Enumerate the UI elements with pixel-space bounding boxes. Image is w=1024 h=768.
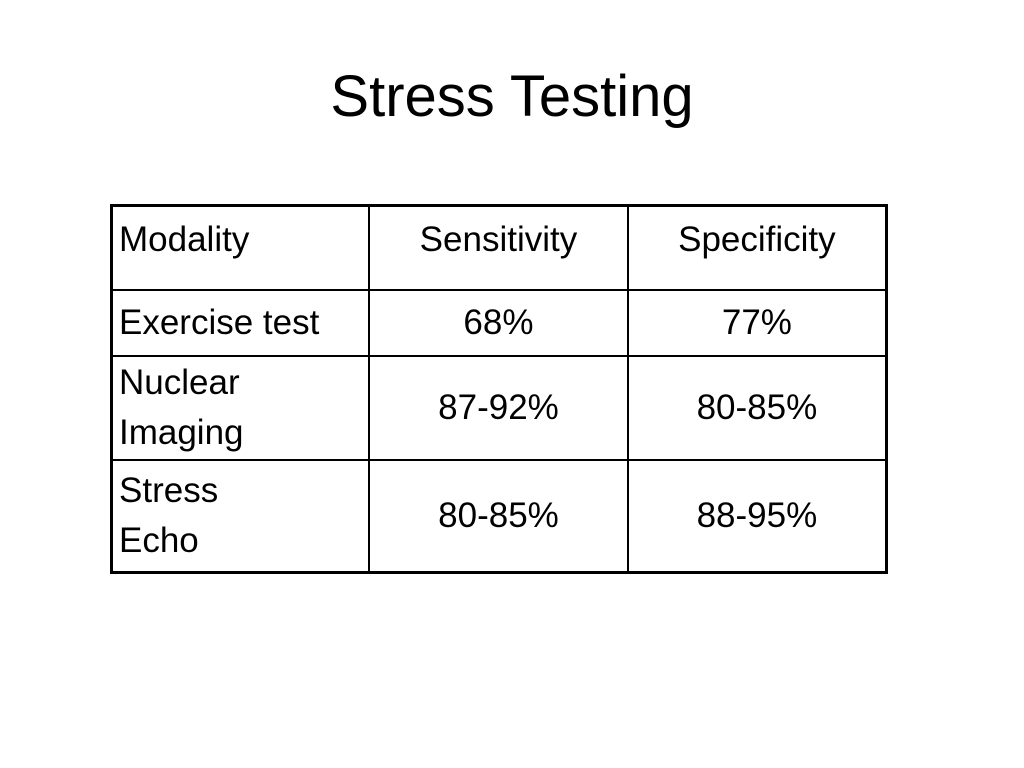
header-modality: Modality [110, 204, 371, 291]
sensitivity-cell: 68% [368, 289, 629, 357]
slide-title: Stress Testing [330, 64, 694, 129]
sensitivity-cell: 80-85% [368, 459, 629, 574]
modality-cell: Exercise test [110, 289, 371, 357]
table-row: Nuclear Imaging 87-92% 80-85% [110, 355, 888, 461]
stress-testing-table: Modality Sensitivity Specificity Exercis… [110, 204, 888, 574]
modality-cell: Nuclear Imaging [110, 355, 371, 461]
header-specificity: Specificity [626, 204, 888, 291]
sensitivity-cell: 87-92% [368, 355, 629, 461]
table-row: Stress Echo 80-85% 88-95% [110, 459, 888, 574]
header-sensitivity: Sensitivity [368, 204, 629, 291]
modality-cell: Stress Echo [110, 459, 371, 574]
specificity-cell: 88-95% [626, 459, 888, 574]
specificity-cell: 77% [626, 289, 888, 357]
table-row: Exercise test 68% 77% [110, 289, 888, 357]
table-header-row: Modality Sensitivity Specificity [110, 204, 888, 291]
specificity-cell: 80-85% [626, 355, 888, 461]
